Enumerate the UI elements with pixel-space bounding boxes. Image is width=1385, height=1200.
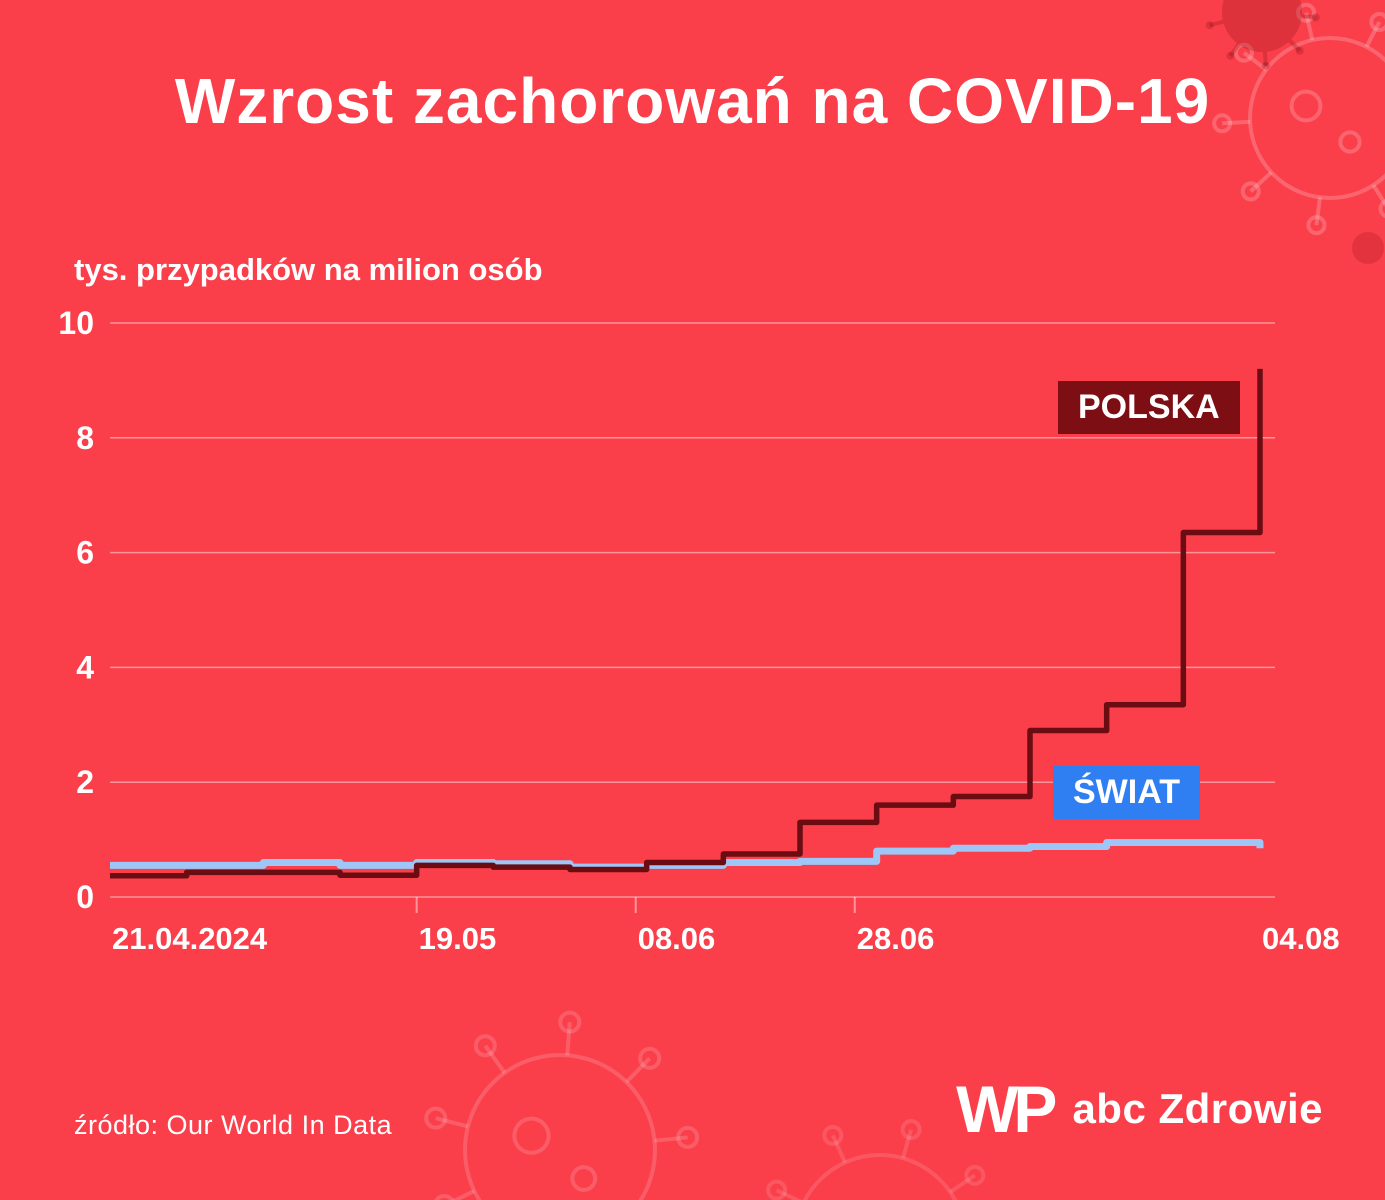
virus-icon [1212,2,1385,236]
series-line-polska [110,368,1263,879]
chart-title: Wzrost zachorowań na COVID-19 [174,65,1211,137]
series-line-swiat [110,838,1264,871]
y-tick-label: 0 [76,879,94,915]
y-tick-label: 8 [76,420,94,456]
y-tick-label: 6 [76,535,94,571]
series-label-polska: POLSKA [1058,381,1240,434]
y-tick-label: 2 [76,764,94,800]
source-credit: źródło: Our World In Data [74,1110,393,1140]
series-label-swiat: ŚWIAT [1053,766,1201,819]
y-tick-label: 10 [58,305,94,341]
x-tick-label: 28.06 [857,921,935,956]
y-axis-label: tys. przypadków na milion osób [74,252,543,287]
brand-name: abc Zdrowie [1072,1085,1323,1132]
brand-logo: WP abc Zdrowie [956,1076,1323,1142]
y-tick-label: 4 [76,649,94,685]
virus-icon [766,1119,986,1200]
x-tick-label: 19.05 [419,921,497,956]
virus-dot [1352,232,1384,264]
x-tick-label: 21.04.2024 [112,921,268,956]
virus-icon [424,1010,700,1200]
wp-logo: WP [956,1072,1057,1146]
x-tick-label: 08.06 [638,921,716,956]
x-tick-label: 04.08 [1262,921,1340,956]
virus-icon [1205,0,1320,70]
